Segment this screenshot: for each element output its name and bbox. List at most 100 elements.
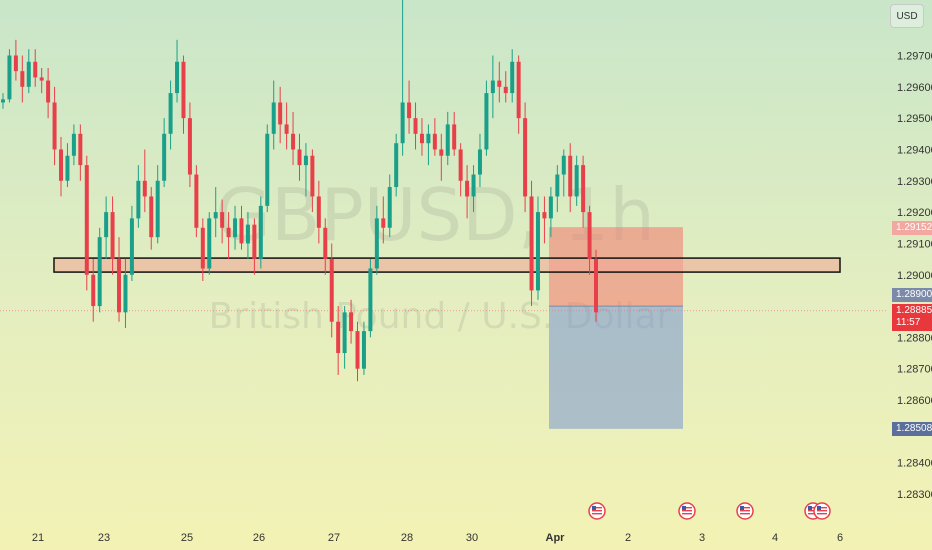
y-tick-label: 1.29400	[897, 144, 932, 156]
stop-price-tag: 1.28508	[892, 422, 932, 436]
candle-body	[548, 196, 553, 219]
candle-body	[239, 218, 244, 244]
x-tick-label: 2	[625, 532, 631, 544]
candle-body	[342, 312, 347, 354]
us-flag-event-icon	[678, 502, 696, 520]
y-tick-label: 1.29700	[897, 51, 932, 63]
x-tick-label: 6	[837, 532, 843, 544]
candle-body	[1, 99, 5, 103]
candle-body	[194, 174, 199, 228]
currency-label[interactable]: USD	[890, 4, 924, 28]
candle-body	[142, 180, 147, 197]
y-tick-label: 1.28600	[897, 395, 932, 407]
candle-body	[523, 118, 528, 197]
y-tick-label: 1.28800	[897, 332, 932, 344]
candle-body	[587, 212, 592, 260]
candle-body	[484, 93, 489, 150]
candle-body	[46, 80, 51, 103]
candle-body	[316, 196, 321, 228]
candle-body	[310, 155, 315, 197]
y-tick-label: 1.28300	[897, 489, 932, 501]
candle-body	[542, 212, 547, 219]
candle-body	[529, 196, 534, 291]
candle-body	[59, 149, 64, 181]
candle-body	[355, 331, 360, 369]
candle-body	[20, 71, 25, 87]
candle-body	[497, 80, 502, 87]
candle-body	[303, 155, 308, 166]
candle-body	[329, 259, 334, 322]
zone-top-price-tag: 1.29152	[892, 221, 932, 235]
candle-body	[136, 180, 141, 219]
candle-body	[510, 61, 515, 94]
candle-body	[452, 124, 457, 150]
x-tick-label: 30	[466, 532, 478, 544]
y-tick-label: 1.28700	[897, 364, 932, 376]
candle-body	[200, 227, 205, 269]
candle-body	[535, 212, 540, 291]
x-tick-label: Apr	[546, 532, 566, 544]
y-tick-label: 1.29200	[897, 207, 932, 219]
candle-body	[129, 218, 134, 275]
candle-body	[175, 61, 180, 94]
candle-body	[155, 180, 160, 238]
candle-body	[297, 149, 302, 166]
x-tick-label: 27	[328, 532, 340, 544]
candle-body	[323, 227, 328, 260]
candle-body	[207, 218, 212, 269]
x-tick-label: 4	[772, 532, 778, 544]
y-tick-label: 1.29100	[897, 238, 932, 250]
candle-body	[78, 133, 83, 166]
entry-price-tag: 1.28900	[892, 288, 932, 302]
candle-body	[471, 174, 476, 197]
us-flag-event-icon	[736, 502, 754, 520]
candle-body	[213, 212, 218, 219]
candle-body	[561, 155, 566, 175]
x-tick-label: 26	[253, 532, 265, 544]
candle-body	[71, 133, 76, 156]
x-tick-label: 3	[699, 532, 705, 544]
candle-body	[361, 331, 366, 369]
candle-body	[490, 80, 495, 94]
y-tick-label: 1.29300	[897, 176, 932, 188]
candle-body	[39, 77, 44, 81]
candle-body	[162, 133, 167, 181]
us-flag-event-icon	[813, 502, 831, 520]
current-price-value: 1.28885	[896, 305, 932, 316]
candle-countdown: 11:57	[896, 317, 921, 328]
candle-body	[516, 61, 521, 119]
candle-body	[220, 212, 225, 228]
candle-body	[265, 133, 270, 206]
candle-body	[477, 149, 482, 175]
candle-body	[291, 133, 296, 150]
candle-body	[26, 61, 31, 87]
candle-body	[407, 102, 412, 119]
candle-body	[368, 268, 373, 332]
support-zone	[53, 257, 841, 273]
x-tick-label: 23	[98, 532, 110, 544]
y-tick-label: 1.29600	[897, 82, 932, 94]
candle-body	[33, 61, 38, 78]
candle-body	[245, 224, 250, 244]
candle-body	[574, 165, 579, 197]
candle-body	[84, 165, 89, 275]
candle-body	[233, 218, 238, 238]
candle-body	[419, 133, 424, 144]
candle-body	[123, 274, 128, 313]
candle-body	[187, 118, 192, 175]
y-tick-label: 1.29500	[897, 113, 932, 125]
current-price-tag: 1.28885 11:57	[892, 304, 932, 331]
candle-body	[278, 102, 283, 125]
us-flag-event-icon	[588, 502, 606, 520]
candle-body	[97, 237, 102, 307]
candle-body	[465, 180, 470, 197]
candle-body	[104, 212, 109, 238]
candle-body	[168, 93, 173, 134]
candle-body	[271, 102, 276, 134]
candle-body	[439, 149, 444, 156]
y-tick-label: 1.28400	[897, 458, 932, 470]
candle-body	[426, 133, 431, 144]
candle-body	[252, 224, 257, 260]
